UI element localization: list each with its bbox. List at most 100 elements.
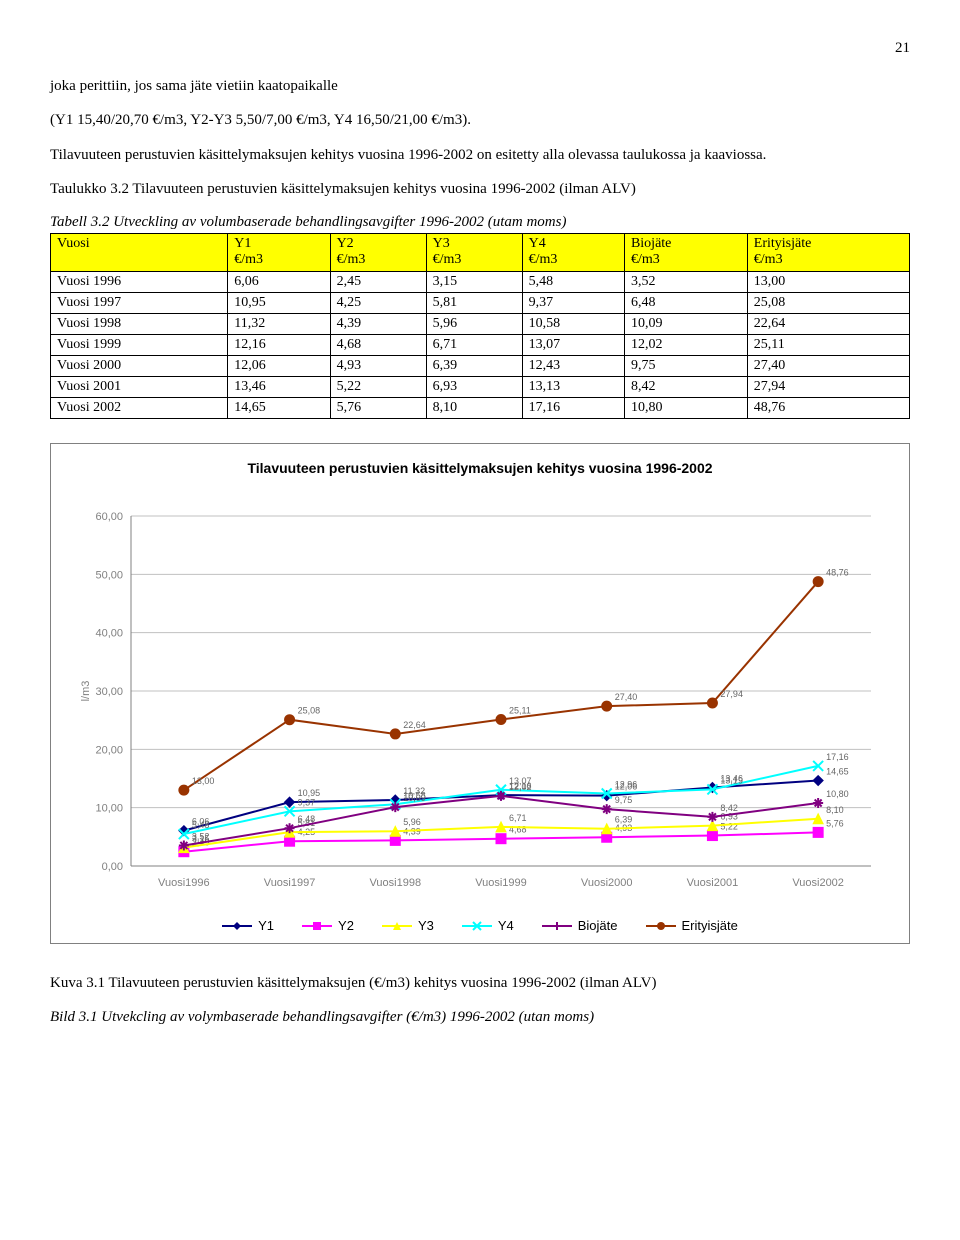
svg-text:3,52: 3,52: [192, 832, 210, 842]
column-header: Biojäte€/m3: [624, 233, 747, 272]
line-chart: 0,0010,0020,0030,0040,0050,0060,00l/m3Vu…: [71, 506, 891, 906]
svg-text:Vuosi1999: Vuosi1999: [475, 877, 527, 889]
chart-title: Tilavuuteen perustuvien käsittelymaksuje…: [71, 460, 889, 476]
legend-label: Y4: [498, 918, 514, 933]
svg-text:5,96: 5,96: [403, 817, 421, 827]
svg-text:25,11: 25,11: [509, 706, 531, 716]
table-cell: 12,16: [228, 335, 330, 356]
svg-text:30,00: 30,00: [95, 686, 123, 698]
table-cell: 3,15: [426, 272, 522, 293]
legend-item: Y4: [462, 918, 514, 933]
svg-text:12,02: 12,02: [509, 782, 532, 792]
table-cell: 5,81: [426, 293, 522, 314]
intro-line-2: (Y1 15,40/20,70 €/m3, Y2-Y3 5,50/7,00 €/…: [50, 111, 910, 131]
svg-text:8,10: 8,10: [826, 805, 844, 815]
svg-text:5,22: 5,22: [720, 822, 738, 832]
table-cell: 8,10: [426, 398, 522, 419]
table-row: Vuosi 200012,064,936,3912,439,7527,40: [51, 356, 910, 377]
table-cell: 13,00: [747, 272, 909, 293]
svg-text:Vuosi1997: Vuosi1997: [264, 877, 316, 889]
table-cell: Vuosi 1998: [51, 314, 228, 335]
table-cell: 2,45: [330, 272, 426, 293]
legend-label: Y1: [258, 918, 274, 933]
svg-text:Vuosi2000: Vuosi2000: [581, 877, 633, 889]
svg-text:10,00: 10,00: [95, 803, 123, 815]
table-cell: 25,08: [747, 293, 909, 314]
svg-text:6,39: 6,39: [615, 815, 633, 825]
table-cell: 6,39: [426, 356, 522, 377]
table-cell: 10,95: [228, 293, 330, 314]
legend-item: Y2: [302, 918, 354, 933]
svg-text:48,76: 48,76: [826, 568, 849, 578]
table-cell: 10,80: [624, 398, 747, 419]
svg-text:8,42: 8,42: [720, 803, 738, 813]
table-row: Vuosi 200113,465,226,9313,138,4227,94: [51, 377, 910, 398]
svg-text:6,71: 6,71: [509, 813, 527, 823]
svg-text:l/m3: l/m3: [80, 681, 92, 702]
table-cell: 14,65: [228, 398, 330, 419]
chart-container: Tilavuuteen perustuvien käsittelymaksuje…: [50, 443, 910, 944]
svg-text:9,37: 9,37: [298, 797, 316, 807]
table-cell: Vuosi 1997: [51, 293, 228, 314]
svg-text:10,80: 10,80: [826, 789, 849, 799]
table-cell: Vuosi 2001: [51, 377, 228, 398]
svg-text:0,00: 0,00: [102, 861, 123, 873]
table-cell: Vuosi 1999: [51, 335, 228, 356]
column-header: Y3€/m3: [426, 233, 522, 272]
table-row: Vuosi 199710,954,255,819,376,4825,08: [51, 293, 910, 314]
svg-text:Vuosi2002: Vuosi2002: [792, 877, 844, 889]
table-caption-fi: Taulukko 3.2 Tilavuuteen perustuvien käs…: [50, 180, 910, 200]
table-cell: 27,40: [747, 356, 909, 377]
svg-text:9,75: 9,75: [615, 795, 633, 805]
svg-text:14,65: 14,65: [826, 767, 849, 777]
svg-text:60,00: 60,00: [95, 511, 123, 523]
svg-text:5,48: 5,48: [192, 820, 210, 830]
table-cell: Vuosi 2000: [51, 356, 228, 377]
table-cell: 5,76: [330, 398, 426, 419]
column-header: Y4€/m3: [522, 233, 624, 272]
column-header: Vuosi: [51, 233, 228, 272]
svg-text:40,00: 40,00: [95, 628, 123, 640]
table-cell: 48,76: [747, 398, 909, 419]
table-cell: 12,06: [228, 356, 330, 377]
table-cell: 8,42: [624, 377, 747, 398]
svg-text:27,94: 27,94: [720, 689, 743, 699]
table-cell: 6,06: [228, 272, 330, 293]
svg-text:13,00: 13,00: [192, 776, 215, 786]
table-cell: 11,32: [228, 314, 330, 335]
page-number: 21: [50, 40, 910, 57]
table-cell: 4,25: [330, 293, 426, 314]
figure-caption-sv: Bild 3.1 Utvekcling av volymbaserade beh…: [50, 1008, 910, 1028]
legend-label: Y2: [338, 918, 354, 933]
svg-text:13,19: 13,19: [720, 776, 743, 786]
table-cell: 6,48: [624, 293, 747, 314]
table-cell: 10,09: [624, 314, 747, 335]
intro-line-1: joka perittiin, jos sama jäte vietiin ka…: [50, 77, 910, 97]
svg-text:Vuosi2001: Vuosi2001: [687, 877, 739, 889]
table-row: Vuosi 19966,062,453,155,483,5213,00: [51, 272, 910, 293]
table-cell: 4,39: [330, 314, 426, 335]
table-cell: 9,75: [624, 356, 747, 377]
table-cell: 9,37: [522, 293, 624, 314]
table-caption-sv: Tabell 3.2 Utveckling av volumbaserade b…: [50, 213, 910, 233]
legend-label: Erityisjäte: [682, 918, 738, 933]
svg-text:50,00: 50,00: [95, 569, 123, 581]
legend-item: Biojäte: [542, 918, 618, 933]
svg-text:27,40: 27,40: [615, 692, 638, 702]
table-cell: 5,22: [330, 377, 426, 398]
table-row: Vuosi 199912,164,686,7113,0712,0225,11: [51, 335, 910, 356]
figure-caption-fi: Kuva 3.1 Tilavuuteen perustuvien käsitte…: [50, 974, 910, 994]
legend-item: Y1: [222, 918, 274, 933]
table-cell: 17,16: [522, 398, 624, 419]
table-cell: 6,93: [426, 377, 522, 398]
table-cell: 3,52: [624, 272, 747, 293]
chart-legend: Y1Y2Y3Y4BiojäteErityisjäte: [71, 918, 889, 933]
table-cell: 25,11: [747, 335, 909, 356]
table-row: Vuosi 200214,655,768,1017,1610,8048,76: [51, 398, 910, 419]
svg-text:17,16: 17,16: [826, 752, 849, 762]
svg-text:12,96: 12,96: [615, 780, 638, 790]
table-cell: 10,58: [522, 314, 624, 335]
table-cell: Vuosi 2002: [51, 398, 228, 419]
svg-text:22,64: 22,64: [403, 720, 426, 730]
table-cell: Vuosi 1996: [51, 272, 228, 293]
